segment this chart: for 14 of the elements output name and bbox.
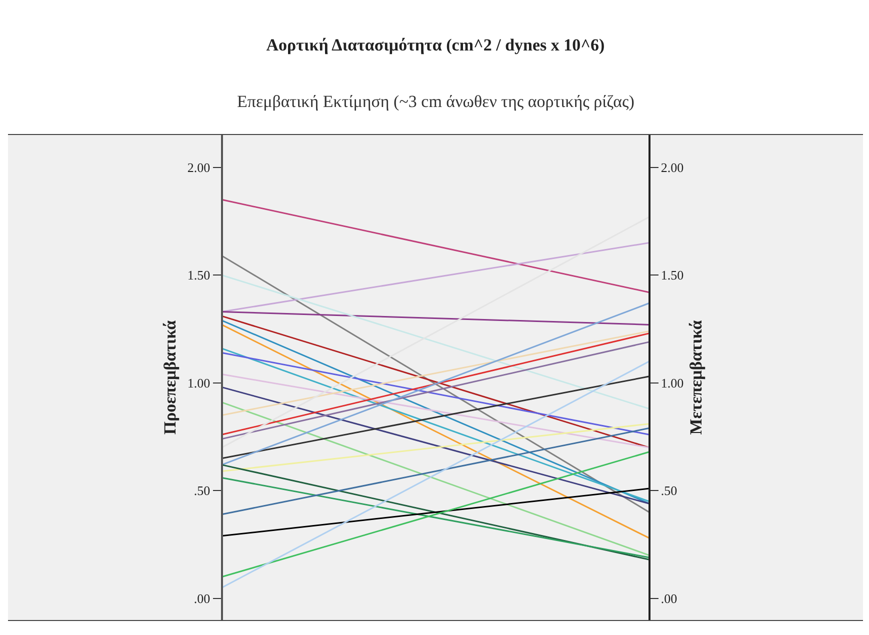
y-tick-label: .50	[194, 483, 210, 498]
y-axis-title: Προεπεμβατικά	[160, 320, 180, 435]
y2-tick-label: 2.00	[660, 160, 684, 175]
chart-title: Αορτική Διατασιμότητα (cm^2 / dynes x 10^6)	[266, 35, 605, 54]
y2-tick-label: .00	[660, 590, 678, 606]
y-tick-label: 1.50	[187, 268, 210, 283]
y-tick-label: .00	[194, 590, 210, 606]
y2-tick-label: .50	[660, 483, 678, 498]
y2-tick-label: 1.00	[660, 375, 684, 390]
y2-axis-title: Μετεπεμβατικά	[686, 320, 706, 435]
y-tick-label: 2.00	[187, 160, 210, 175]
y-tick-label: 1.00	[187, 375, 210, 390]
y2-tick-label: 1.50	[660, 268, 684, 283]
chart-subtitle: Επεμβατική Εκτίμηση (~3 cm άνωθεν της αορτικής ρίζας)	[237, 92, 634, 111]
